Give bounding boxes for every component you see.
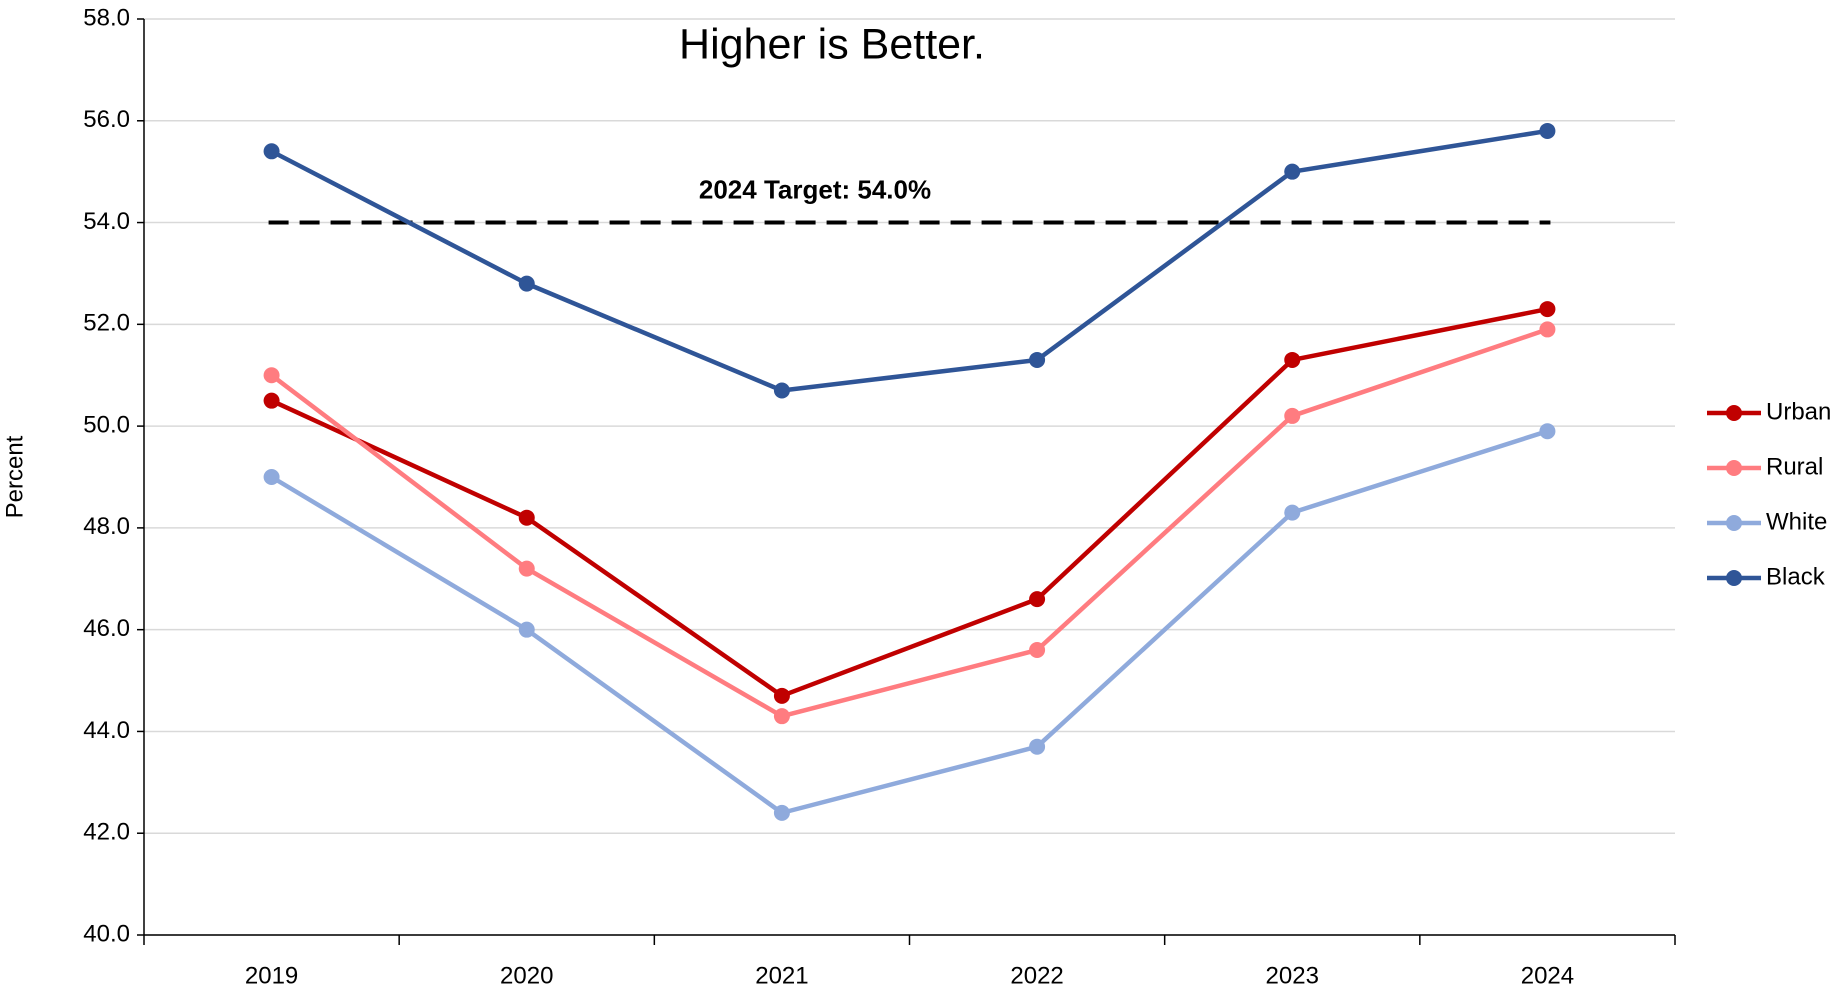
data-point bbox=[1029, 642, 1046, 659]
data-point bbox=[1539, 321, 1556, 338]
data-point bbox=[518, 621, 535, 638]
x-tick-label: 2023 bbox=[1266, 962, 1319, 987]
x-tick-label: 2024 bbox=[1521, 962, 1574, 987]
data-point bbox=[773, 687, 790, 704]
y-tick-label: 46.0 bbox=[83, 615, 130, 642]
y-tick-label: 54.0 bbox=[83, 208, 130, 235]
y-tick-label: 56.0 bbox=[83, 106, 130, 133]
data-point bbox=[1029, 351, 1046, 368]
data-point bbox=[518, 275, 535, 292]
target-label: 2024 Target: 54.0% bbox=[699, 174, 931, 204]
legend-marker bbox=[1726, 515, 1742, 531]
data-point bbox=[1539, 301, 1556, 318]
data-point bbox=[263, 367, 280, 384]
legend-marker bbox=[1726, 570, 1742, 586]
data-point bbox=[1029, 591, 1046, 608]
legend-marker bbox=[1726, 460, 1742, 476]
chart-title: Higher is Better. bbox=[679, 20, 985, 68]
data-point bbox=[773, 708, 790, 725]
y-tick-label: 50.0 bbox=[83, 411, 130, 438]
x-tick-label: 2019 bbox=[245, 962, 298, 987]
y-tick-label: 44.0 bbox=[83, 717, 130, 744]
y-axis-label: Percent bbox=[1, 435, 28, 518]
y-tick-label: 42.0 bbox=[83, 819, 130, 846]
data-point bbox=[263, 469, 280, 485]
data-point bbox=[1284, 504, 1301, 521]
series-line bbox=[270, 327, 1549, 719]
legend-label: Rural bbox=[1766, 453, 1823, 480]
data-point bbox=[518, 509, 535, 526]
data-point bbox=[1284, 163, 1301, 180]
series-line bbox=[270, 306, 1548, 699]
y-tick-label: 48.0 bbox=[83, 513, 130, 540]
data-point bbox=[1284, 351, 1301, 368]
data-point bbox=[773, 804, 790, 821]
y-tick-label: 58.0 bbox=[83, 4, 130, 31]
data-point bbox=[263, 392, 280, 409]
legend-label: Black bbox=[1766, 563, 1826, 590]
x-tick-label: 2021 bbox=[755, 962, 808, 987]
legend-label: White bbox=[1766, 508, 1827, 535]
data-point bbox=[1029, 738, 1046, 755]
legend-label: Urban bbox=[1766, 398, 1831, 425]
data-point bbox=[1539, 122, 1556, 139]
series-line bbox=[270, 128, 1548, 393]
y-tick-label: 52.0 bbox=[83, 310, 130, 337]
data-point bbox=[773, 382, 790, 399]
x-tick-label: 2022 bbox=[1010, 962, 1063, 987]
data-point bbox=[518, 560, 535, 577]
series-line bbox=[270, 429, 1549, 816]
data-point bbox=[1284, 407, 1301, 424]
data-point bbox=[1539, 423, 1556, 440]
legend-marker bbox=[1726, 405, 1742, 421]
y-tick-label: 40.0 bbox=[83, 920, 130, 947]
x-tick-label: 2020 bbox=[500, 962, 553, 987]
data-point bbox=[263, 143, 280, 160]
